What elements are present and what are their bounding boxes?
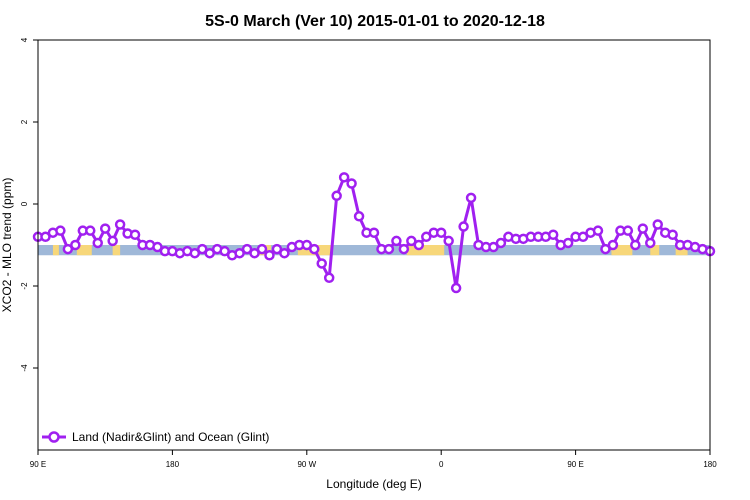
- data-point: [92, 237, 103, 249]
- data-point: [316, 258, 327, 269]
- data-point: [323, 272, 335, 284]
- data-point: [637, 223, 649, 234]
- data-point: [189, 247, 201, 259]
- data-point: [249, 247, 260, 259]
- data-point: [458, 221, 469, 232]
- x-axis-label: Longitude (deg E): [326, 477, 421, 491]
- data-point: [398, 243, 410, 255]
- data-point: [309, 243, 320, 255]
- data-point: [85, 225, 96, 236]
- data-point: [107, 235, 118, 247]
- data-point: [70, 239, 81, 251]
- data-point: [346, 178, 357, 189]
- y-tick-label: -4: [20, 364, 29, 372]
- data-point: [62, 243, 74, 255]
- data-point: [368, 227, 380, 238]
- x-tick-label: 0: [439, 460, 444, 469]
- series-points-group: [32, 172, 716, 294]
- legend-label: Land (Nadir&Glint) and Ocean (Glint): [72, 430, 269, 444]
- data-point: [383, 243, 395, 255]
- data-point: [645, 237, 656, 249]
- land-segment: [76, 245, 92, 256]
- data-point: [241, 243, 253, 255]
- x-tick-label: 90 W: [297, 460, 316, 469]
- data-point: [435, 227, 447, 238]
- y-axis-label: XCO2 - MLO trend (ppm): [0, 178, 14, 313]
- data-point: [450, 282, 462, 294]
- data-point: [547, 229, 559, 240]
- land-segment: [675, 245, 688, 256]
- land-segment: [52, 245, 59, 256]
- x-tick-label: 180: [703, 460, 717, 469]
- y-tick-label: 2: [20, 119, 29, 124]
- x-tick-label: 90 E: [567, 460, 583, 469]
- data-point: [55, 225, 66, 236]
- data-point: [391, 235, 402, 247]
- data-point: [152, 241, 163, 253]
- data-point: [256, 243, 268, 255]
- land-segment: [406, 245, 445, 256]
- data-point: [413, 239, 425, 251]
- data-point: [338, 172, 350, 183]
- data-point: [421, 231, 432, 243]
- data-point: [301, 239, 313, 251]
- y-tick-label: 0: [20, 201, 29, 206]
- data-point: [40, 231, 51, 243]
- data-point: [607, 239, 619, 251]
- chart-title: 5S-0 March (Ver 10) 2015-01-01 to 2020-1…: [205, 13, 545, 30]
- data-point: [406, 235, 417, 247]
- data-point: [577, 231, 589, 243]
- data-point: [114, 219, 126, 230]
- data-point: [204, 247, 215, 259]
- data-point: [331, 190, 342, 202]
- data-point: [600, 243, 611, 255]
- data-point: [264, 250, 275, 261]
- data-point: [279, 247, 290, 259]
- data-point: [219, 245, 230, 257]
- data-point: [495, 237, 507, 249]
- data-point: [129, 229, 141, 240]
- x-tick-label: 90 E: [30, 460, 46, 469]
- data-point: [488, 241, 499, 253]
- y-tick-label: 4: [20, 37, 29, 42]
- data-point: [630, 239, 641, 251]
- legend-marker: [48, 431, 60, 443]
- data-point: [562, 237, 574, 249]
- data-point: [443, 235, 454, 247]
- legend: Land (Nadir&Glint) and Ocean (Glint): [42, 430, 269, 444]
- data-point: [99, 223, 111, 234]
- land-segment: [112, 245, 121, 256]
- data-point: [667, 229, 678, 240]
- data-point: [622, 225, 634, 236]
- data-point: [271, 243, 283, 255]
- y-tick-label: -2: [20, 282, 29, 290]
- data-point: [197, 243, 208, 255]
- data-point: [234, 247, 245, 259]
- x-axis-ticks: 90 E 180 90 W 0 90 E 180: [30, 450, 717, 469]
- land-segment: [650, 245, 660, 256]
- y-axis-ticks: -4 -2 0 2 4: [20, 37, 38, 372]
- data-point: [465, 192, 477, 204]
- data-point: [353, 211, 365, 222]
- data-point: [592, 225, 604, 236]
- ocean-band: [38, 245, 710, 256]
- land-segment: [611, 245, 633, 256]
- data-point: [652, 219, 663, 230]
- x-tick-label: 180: [166, 460, 180, 469]
- plot-frame: [37, 39, 711, 451]
